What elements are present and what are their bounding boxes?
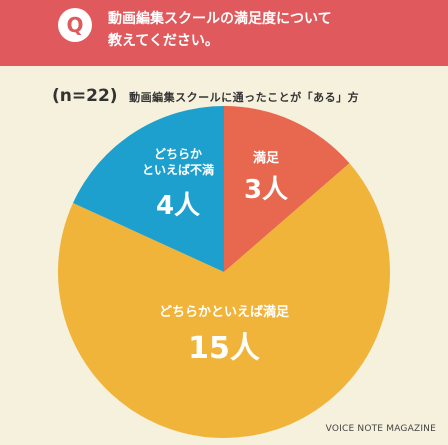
slice-category-label: どちらかといえば満足 <box>159 304 290 320</box>
slice-somewhat-satisfied <box>57 163 390 439</box>
source-credit: VOICE NOTE MAGAZINE <box>325 424 436 434</box>
slice-satisfied-label: 満足 3人 <box>244 150 288 205</box>
respondent-group: 動画編集スクールに通ったことが「ある」方 <box>129 91 360 104</box>
sample-size: (n=22) <box>52 86 118 106</box>
slice-category-label: どちらか <box>154 147 202 161</box>
chart-subtitle: (n=22) 動画編集スクールに通ったことが「ある」方 <box>52 86 422 106</box>
question-line-1: 動画編集スクールの満足度について <box>108 11 332 27</box>
slice-category-label: 満足 <box>253 150 280 166</box>
question-badge: Q <box>58 8 92 42</box>
slice-satisfied <box>224 106 350 272</box>
slice-somewhat-dissatisfied <box>73 106 224 272</box>
question-text: 動画編集スクールの満足度について 教えてください。 <box>108 8 418 52</box>
slice-value-label: 3人 <box>244 175 288 205</box>
question-line-2: 教えてください。 <box>108 33 219 49</box>
slice-value-label: 15人 <box>188 331 260 366</box>
slice-somewhat-satisfied-label: どちらかといえば満足 15人 <box>159 304 290 366</box>
question-header: Q 動画編集スクールの満足度について 教えてください。 <box>0 0 448 66</box>
slice-category-label: といえば不満 <box>142 162 214 177</box>
slice-value-label: 4人 <box>156 191 200 221</box>
